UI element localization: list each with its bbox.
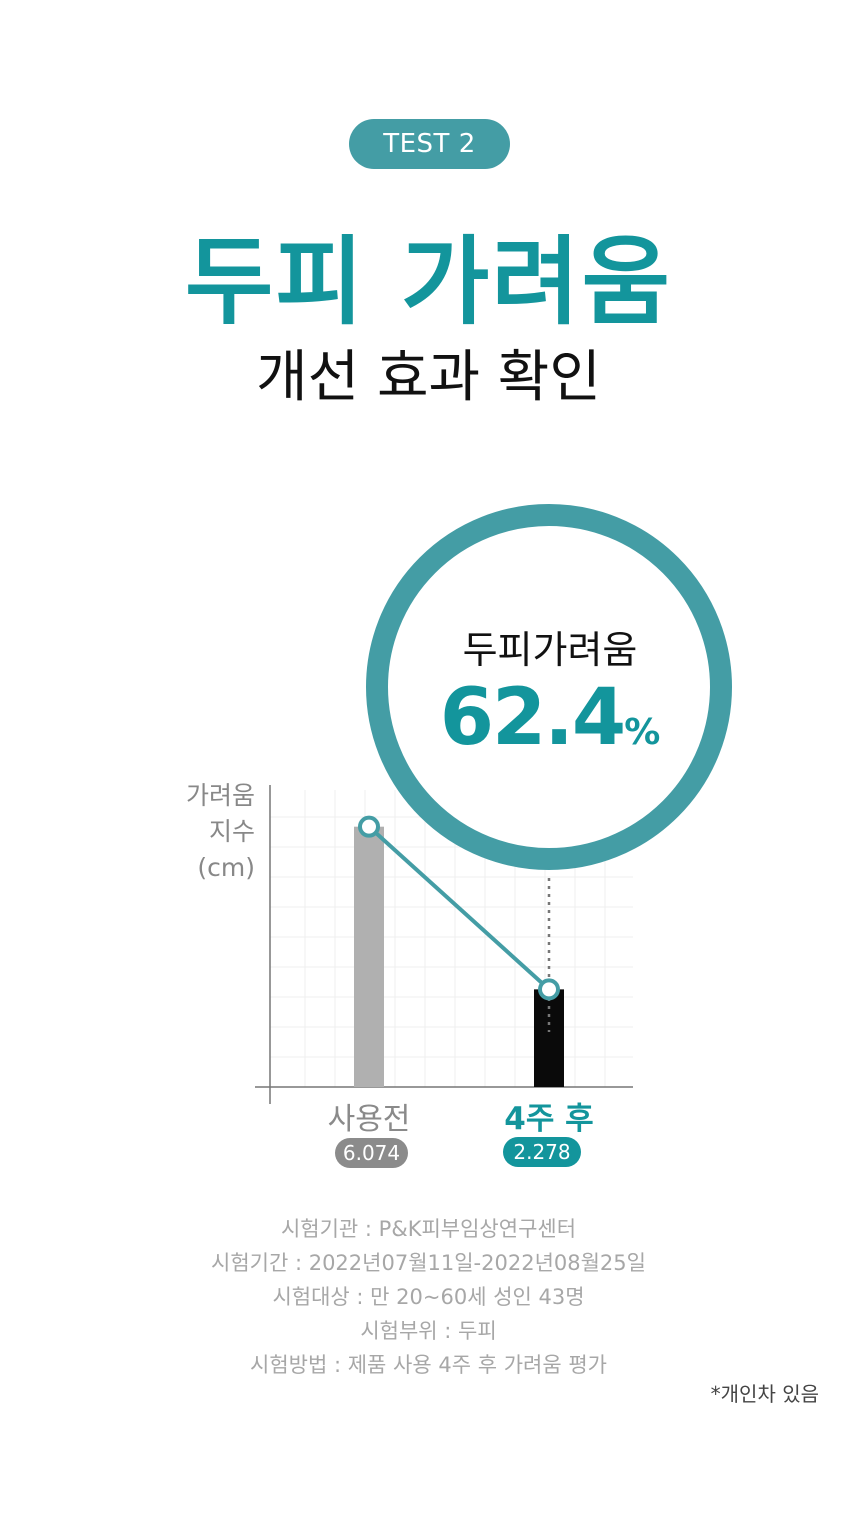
page-title: 두피 가려움 <box>0 222 857 342</box>
y-axis-label: 가려움 지수 (cm) <box>150 778 255 886</box>
y-axis-label-line: 지수 <box>150 814 255 850</box>
y-axis-label-line: (cm) <box>150 850 255 886</box>
study-info-line: 시험대상 : 만 20~60세 성인 43명 <box>0 1280 857 1314</box>
study-info-line: 시험기관 : P&K피부임상연구센터 <box>0 1212 857 1246</box>
study-info-line: 시험방법 : 제품 사용 4주 후 가려움 평가 <box>0 1348 857 1382</box>
bar-before <box>354 827 384 1087</box>
category-label-after: 4주 후 <box>479 1099 619 1139</box>
test-badge: TEST 2 <box>349 119 510 169</box>
test-badge-label: TEST 2 <box>383 129 476 159</box>
value-pill-after: 2.278 <box>503 1137 581 1167</box>
value-label-before: 6.074 <box>343 1141 400 1165</box>
disclaimer-note: *개인차 있음 <box>711 1380 819 1408</box>
study-info-line: 시험부위 : 두피 <box>0 1314 857 1348</box>
highlight-value: 62.4% <box>400 668 700 789</box>
study-info-line: 시험기간 : 2022년07월11일-2022년08월25일 <box>0 1246 857 1280</box>
y-axis-label-line: 가려움 <box>150 778 255 814</box>
itch-chart <box>0 480 857 1120</box>
bar-after <box>534 989 564 1087</box>
value-pill-before: 6.074 <box>335 1138 408 1168</box>
highlight-unit: % <box>624 712 660 753</box>
value-label-after: 2.278 <box>513 1140 570 1164</box>
page-subtitle: 개선 효과 확인 <box>0 340 857 416</box>
study-info: 시험기관 : P&K피부임상연구센터 시험기간 : 2022년07월11일-20… <box>0 1212 857 1382</box>
highlight-number: 62.4 <box>440 673 624 763</box>
category-label-before: 사용전 <box>299 1100 439 1140</box>
point-after <box>540 980 558 998</box>
point-before <box>360 818 378 836</box>
